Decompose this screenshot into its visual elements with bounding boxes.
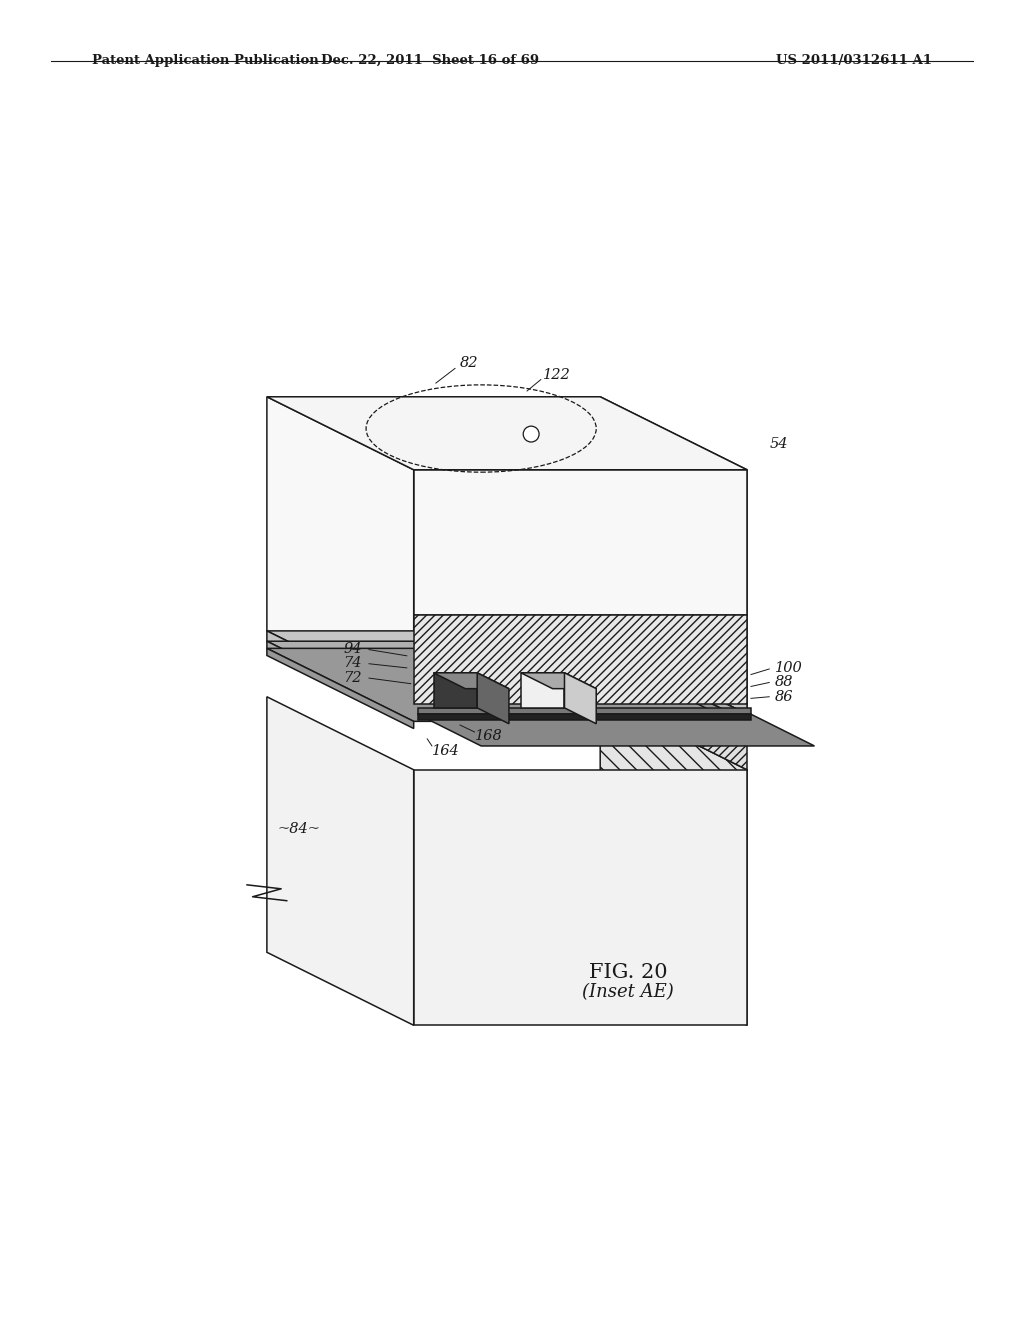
Polygon shape: [564, 673, 596, 723]
Text: 164: 164: [431, 743, 460, 758]
Text: Patent Application Publication: Patent Application Publication: [92, 54, 318, 67]
Text: 74: 74: [344, 656, 362, 671]
Polygon shape: [600, 642, 748, 721]
Polygon shape: [600, 631, 748, 770]
Polygon shape: [267, 397, 414, 704]
Polygon shape: [418, 708, 751, 714]
Polygon shape: [414, 470, 748, 615]
Polygon shape: [414, 770, 748, 1026]
Polygon shape: [267, 642, 748, 714]
Text: (Inset AE): (Inset AE): [582, 983, 674, 1001]
Text: Dec. 22, 2011  Sheet 16 of 69: Dec. 22, 2011 Sheet 16 of 69: [321, 54, 540, 67]
Text: 94: 94: [344, 642, 362, 656]
Text: 72: 72: [344, 671, 362, 685]
Polygon shape: [267, 642, 414, 721]
Text: 86: 86: [775, 690, 794, 704]
Text: US 2011/0312611 A1: US 2011/0312611 A1: [776, 54, 932, 67]
Polygon shape: [267, 397, 748, 470]
Polygon shape: [418, 714, 814, 746]
Text: FIG. 20: FIG. 20: [589, 962, 668, 982]
Polygon shape: [600, 648, 748, 729]
Text: 54: 54: [769, 437, 788, 451]
Polygon shape: [433, 673, 477, 708]
Polygon shape: [267, 631, 414, 714]
Polygon shape: [600, 631, 748, 714]
Polygon shape: [477, 673, 509, 723]
Text: 82: 82: [460, 356, 478, 371]
Text: 168: 168: [475, 729, 503, 743]
Text: ~84~: ~84~: [278, 822, 321, 837]
Polygon shape: [267, 697, 414, 1026]
Circle shape: [523, 426, 539, 442]
Polygon shape: [521, 673, 564, 708]
Polygon shape: [267, 648, 748, 721]
Polygon shape: [521, 673, 596, 689]
Text: 88: 88: [775, 675, 794, 689]
Polygon shape: [600, 397, 748, 704]
Text: 100: 100: [775, 661, 803, 676]
Polygon shape: [267, 648, 414, 729]
Polygon shape: [414, 615, 748, 704]
Polygon shape: [433, 673, 509, 689]
Text: 122: 122: [543, 367, 570, 381]
Polygon shape: [418, 714, 751, 719]
Polygon shape: [600, 697, 748, 1026]
Polygon shape: [267, 631, 748, 704]
